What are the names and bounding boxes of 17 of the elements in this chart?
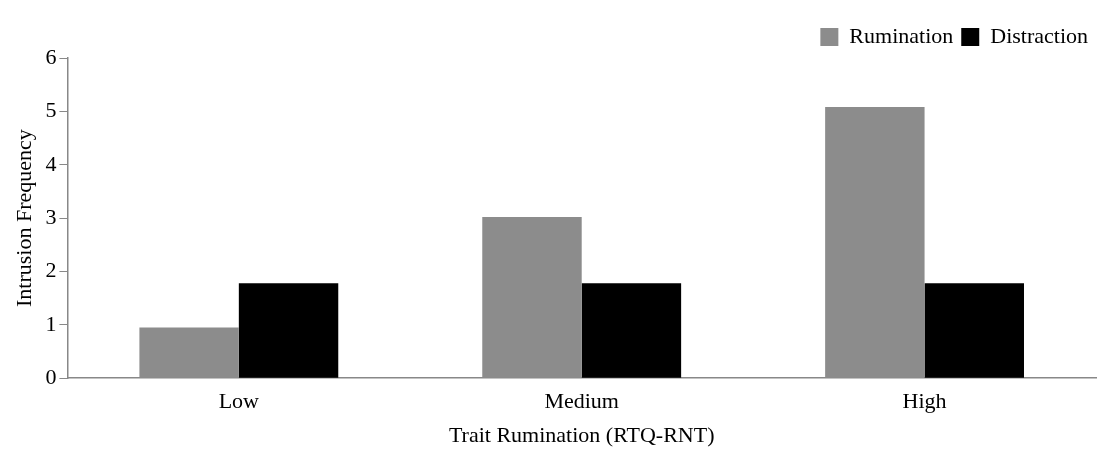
- x-tick-label: High: [902, 388, 947, 414]
- bar: [924, 283, 1024, 378]
- y-tick-label: 2: [45, 257, 57, 283]
- y-tick-label: 3: [45, 203, 57, 229]
- x-tick-label: Low: [218, 388, 260, 414]
- legend-label: Distraction: [990, 22, 1089, 48]
- x-axis-title: Trait Rumination (RTQ-RNT): [448, 421, 715, 447]
- y-tick-label: 5: [45, 97, 57, 123]
- bar: [238, 283, 339, 378]
- y-tick-label: 4: [45, 150, 57, 176]
- y-tick-label: 1: [45, 310, 57, 336]
- y-tick-label: 6: [45, 43, 57, 69]
- y-axis-title: Intrusion Frequency: [10, 129, 36, 307]
- bar: [581, 283, 682, 378]
- x-tick-label: Medium: [544, 388, 619, 414]
- legend-label: Rumination: [849, 22, 954, 48]
- y-tick-label: 0: [45, 363, 57, 389]
